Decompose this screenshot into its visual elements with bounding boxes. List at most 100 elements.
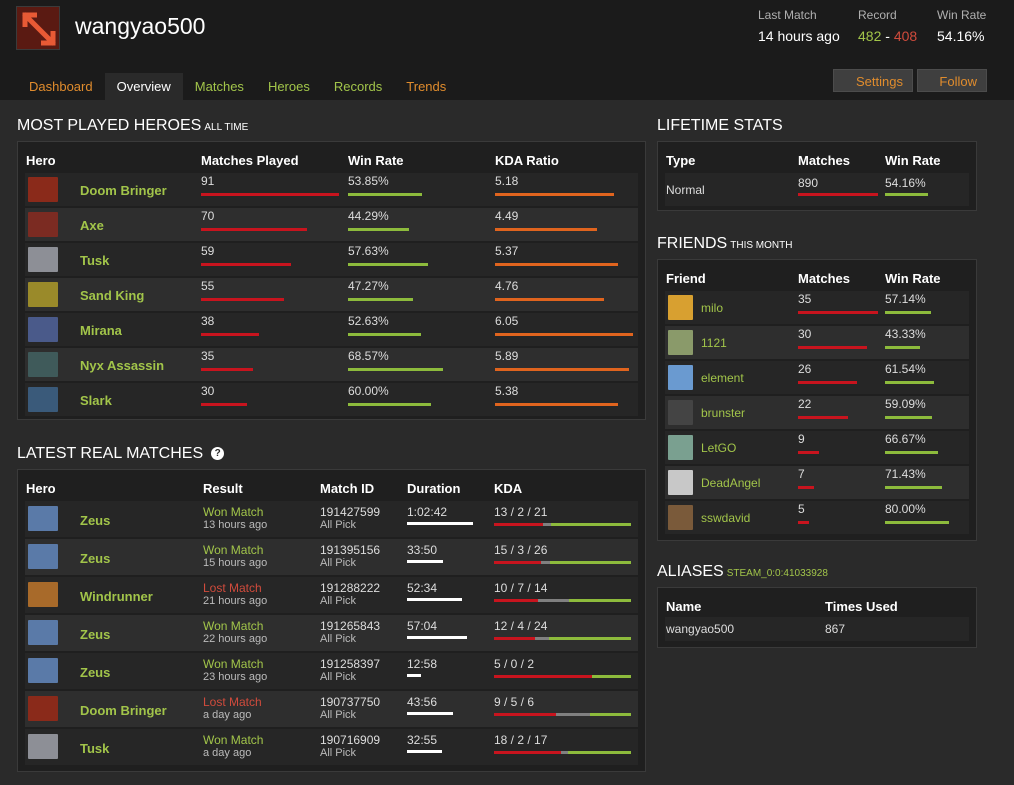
- friend-row: LetGO 9 66.67%: [665, 431, 969, 464]
- hero-name-link[interactable]: Zeus: [80, 551, 111, 566]
- duration-value: 33:50: [407, 543, 438, 557]
- hero-name-link[interactable]: Zeus: [80, 627, 111, 642]
- hero-name-link[interactable]: Sand King: [80, 288, 145, 303]
- match-row[interactable]: Zeus Won Match 13 hours ago 191427599 All Pi…: [25, 501, 638, 537]
- alias-times-used: 867: [825, 622, 846, 636]
- col-match-id: Match ID: [320, 481, 375, 496]
- tab-trends[interactable]: Trends: [406, 79, 447, 94]
- match-result-link[interactable]: Lost Match: [203, 581, 262, 595]
- match-id[interactable]: 191427599: [320, 505, 381, 519]
- friend-avatar[interactable]: [668, 470, 693, 495]
- match-row[interactable]: Zeus Won Match 15 hours ago 191395156 All Pi…: [25, 539, 638, 575]
- hero-name-link[interactable]: Axe: [80, 218, 104, 233]
- match-result-link[interactable]: Won Match: [203, 543, 264, 557]
- match-row[interactable]: Zeus Won Match 23 hours ago 191258397 All Pi…: [25, 653, 638, 689]
- winrate-bar: [348, 298, 413, 301]
- game-mode: All Pick: [320, 633, 357, 645]
- friend-avatar[interactable]: [668, 435, 693, 460]
- friend-avatar[interactable]: [668, 400, 693, 425]
- friend-name-link[interactable]: LetGO: [701, 441, 737, 455]
- follow-button[interactable]: Follow: [917, 69, 987, 92]
- duration-bar: [407, 560, 443, 563]
- friend-avatar[interactable]: [668, 365, 693, 390]
- match-row[interactable]: Tusk Won Match a day ago 190716909 All Pick 3…: [25, 729, 638, 765]
- hero-name-link[interactable]: Doom Bringer: [80, 183, 167, 198]
- hero-name-link[interactable]: Tusk: [80, 741, 110, 756]
- most-played-subtitle: All Time: [204, 122, 249, 133]
- hero-name-link[interactable]: Zeus: [80, 513, 111, 528]
- match-result-link[interactable]: Won Match: [203, 619, 264, 633]
- match-id[interactable]: 190737750: [320, 695, 381, 709]
- tab-heroes[interactable]: Heroes: [267, 79, 310, 94]
- match-time-ago: a day ago: [203, 747, 252, 759]
- tab-overview[interactable]: Overview: [104, 73, 183, 100]
- col-win-rate: Win Rate: [885, 153, 941, 168]
- hero-row: Sand King 55 47.27% 4.76: [25, 278, 638, 311]
- hero-portrait: [28, 544, 58, 569]
- matches-value: 5: [798, 502, 805, 516]
- duration-value: 12:58: [407, 657, 438, 671]
- duration-value: 57:04: [407, 619, 438, 633]
- friend-name-link[interactable]: element: [701, 371, 744, 385]
- tab-dashboard[interactable]: Dashboard: [29, 79, 93, 94]
- hero-portrait: [28, 387, 58, 412]
- matches-bar: [798, 521, 809, 524]
- friend-row: 1121 30 43.33%: [665, 326, 969, 359]
- match-id[interactable]: 190716909: [320, 733, 381, 747]
- friend-name-link[interactable]: milo: [701, 301, 724, 315]
- winrate-bar: [348, 193, 422, 196]
- friend-name-link[interactable]: sswdavid: [701, 511, 751, 525]
- winrate-value: 80.00%: [885, 502, 926, 516]
- match-result-link[interactable]: Won Match: [203, 733, 264, 747]
- hero-name-link[interactable]: Nyx Assassin: [80, 358, 165, 373]
- match-id[interactable]: 191395156: [320, 543, 381, 557]
- winrate-value: 54.16%: [885, 176, 926, 190]
- winrate-value: 60.00%: [348, 384, 389, 398]
- winrate-bar: [885, 193, 928, 196]
- friend-name-link[interactable]: DeadAngel: [701, 476, 761, 490]
- match-id[interactable]: 191258397: [320, 657, 381, 671]
- latest-matches-heading: Latest Real Matches: [17, 445, 204, 462]
- record-stat: Record 482 - 408: [858, 8, 917, 44]
- match-result-link[interactable]: Won Match: [203, 657, 264, 671]
- kda-ratio-value: 6.05: [495, 314, 519, 328]
- hero-name-link[interactable]: Slark: [80, 393, 112, 408]
- settings-button[interactable]: Settings: [833, 69, 913, 92]
- matches-value: 9: [798, 432, 805, 446]
- tab-matches[interactable]: Matches: [194, 79, 244, 94]
- hero-portrait: [28, 658, 58, 683]
- match-row[interactable]: Zeus Won Match 22 hours ago 191265843 All Pi…: [25, 615, 638, 651]
- kda-kills-bar: [494, 713, 556, 716]
- match-result-link[interactable]: Won Match: [203, 505, 264, 519]
- tab-records[interactable]: Records: [333, 79, 383, 94]
- matches-bar: [201, 263, 291, 266]
- record-losses: 408: [893, 28, 918, 44]
- friend-avatar[interactable]: [668, 330, 693, 355]
- match-id[interactable]: 191288222: [320, 581, 381, 595]
- friend-name-link[interactable]: 1121: [701, 336, 727, 350]
- match-id[interactable]: 191265843: [320, 619, 381, 633]
- hero-portrait: [28, 506, 58, 531]
- col-matches-played: Matches Played: [201, 153, 299, 168]
- hero-name-link[interactable]: Mirana: [80, 323, 122, 338]
- winrate-value: 52.63%: [348, 314, 389, 328]
- hero-name-link[interactable]: Doom Bringer: [80, 703, 167, 718]
- match-row[interactable]: Windrunner Lost Match 21 hours ago 19128822…: [25, 577, 638, 613]
- match-row[interactable]: Doom Bringer Lost Match a day ago 190737750…: [25, 691, 638, 727]
- friend-avatar[interactable]: [668, 505, 693, 530]
- hero-name-link[interactable]: Windrunner: [80, 589, 153, 604]
- winrate-bar: [885, 311, 931, 314]
- hero-name-link[interactable]: Tusk: [80, 253, 110, 268]
- kda-ratio-bar: [495, 333, 633, 336]
- winrate-value: 57.14%: [885, 292, 926, 306]
- kda-value: 15 / 3 / 26: [494, 543, 548, 557]
- matches-value: 35: [798, 292, 812, 306]
- hero-name-link[interactable]: Zeus: [80, 665, 111, 680]
- friend-name-link[interactable]: brunster: [701, 406, 746, 420]
- col-duration: Duration: [407, 481, 461, 496]
- help-icon[interactable]: ?: [211, 447, 225, 460]
- kda-ratio-bar: [495, 403, 618, 406]
- friend-avatar[interactable]: [668, 295, 693, 320]
- winrate-bar: [885, 451, 938, 454]
- match-result-link[interactable]: Lost Match: [203, 695, 262, 709]
